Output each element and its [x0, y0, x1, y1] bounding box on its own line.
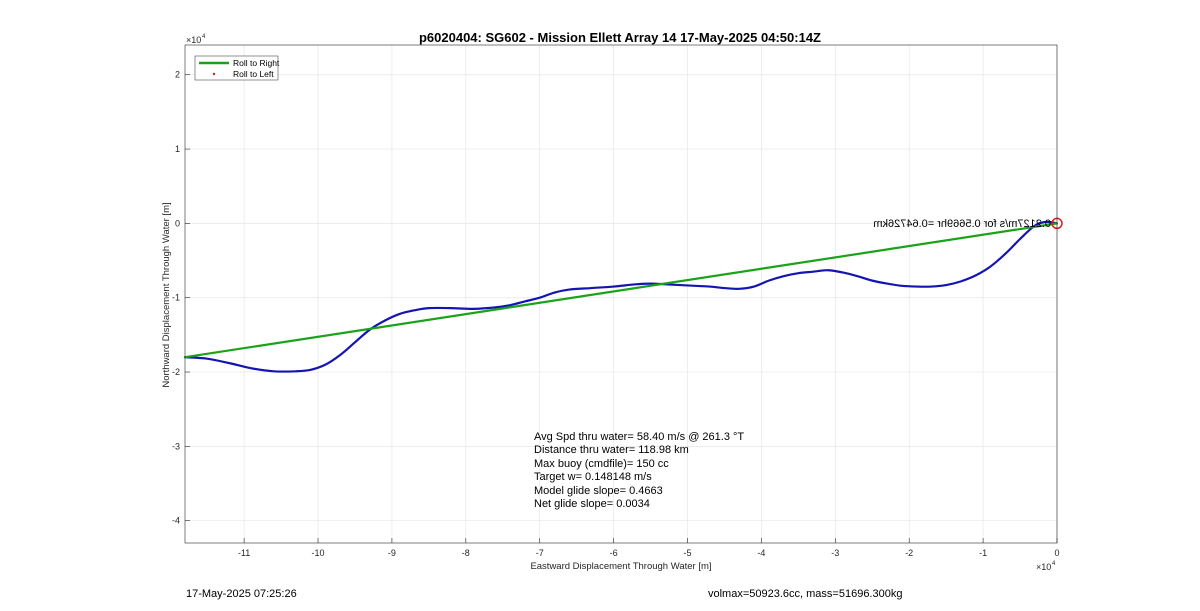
- x-tick-label: -6: [610, 548, 618, 558]
- stats-annotation: Avg Spd thru water= 58.40 m/s @ 261.3 °T…: [534, 431, 744, 510]
- y-tick-label: 1: [175, 144, 180, 154]
- x-tick-label: -9: [388, 548, 396, 558]
- y-exponent-label: ×10: [186, 35, 201, 45]
- stats-line-max-buoy: Max buoy (cmdfile)= 150 cc: [534, 458, 669, 470]
- x-tick-label: -2: [905, 548, 913, 558]
- stats-line-target-w: Target w= 0.148148 m/s: [534, 471, 652, 483]
- x-tick-label: -4: [757, 548, 765, 558]
- legend-box: [194, 55, 279, 81]
- legend-label-roll-left: Roll to Left: [233, 69, 274, 79]
- mirrored-annotation: 0.2127m/s for 0.5669hr =0.64726km: [873, 218, 1051, 230]
- y-tick-label: -3: [172, 441, 180, 451]
- y-tick-label: 2: [175, 70, 180, 80]
- x-tick-label: -1: [979, 548, 987, 558]
- x-tick-label: 0: [1054, 548, 1059, 558]
- legend: Roll to Right Roll to Left: [194, 55, 280, 81]
- x-tick-label: -5: [684, 548, 692, 558]
- y-tick-label: 0: [175, 218, 180, 228]
- x-tick-label: -10: [312, 548, 325, 558]
- chart-title: p6020404: SG602 - Mission Ellett Array 1…: [419, 30, 821, 45]
- x-tick-label: -8: [462, 548, 470, 558]
- y-tick-label: -1: [172, 293, 180, 303]
- stats-line-model-glide: Model glide slope= 0.4663: [534, 485, 663, 497]
- x-exponent-label: ×10: [1036, 562, 1051, 572]
- stats-line-avg-speed: Avg Spd thru water= 58.40 m/s @ 261.3 °T: [534, 431, 744, 443]
- x-exponent-power: 4: [1052, 561, 1056, 567]
- legend-label-roll-right: Roll to Right: [233, 58, 280, 68]
- plot-frame: [184, 44, 1058, 544]
- x-axis-label: Eastward Displacement Through Water [m]: [530, 561, 711, 572]
- series-roll-to-right-line: [183, 222, 1059, 359]
- footer-vol-mass: volmax=50923.6cc, mass=51696.300kg: [708, 588, 903, 600]
- stats-line-net-glide: Net glide slope= 0.0034: [534, 498, 650, 510]
- y-tick-label: -4: [172, 516, 180, 526]
- y-axis-label: Northward Displacement Through Water [m]: [161, 202, 172, 387]
- x-tick-label: -7: [536, 548, 544, 558]
- plot-area: [185, 45, 1057, 543]
- y-tick-label: -2: [172, 367, 180, 377]
- y-exponent-power: 4: [202, 34, 206, 40]
- x-tick-label: -3: [831, 548, 839, 558]
- grid: [185, 45, 1058, 543]
- footer-timestamp: 17-May-2025 07:25:26: [186, 588, 297, 600]
- x-tick-label: -11: [238, 548, 250, 558]
- legend-swatch-roll-left: [212, 72, 216, 76]
- stats-line-distance: Distance thru water= 118.98 km: [534, 444, 689, 456]
